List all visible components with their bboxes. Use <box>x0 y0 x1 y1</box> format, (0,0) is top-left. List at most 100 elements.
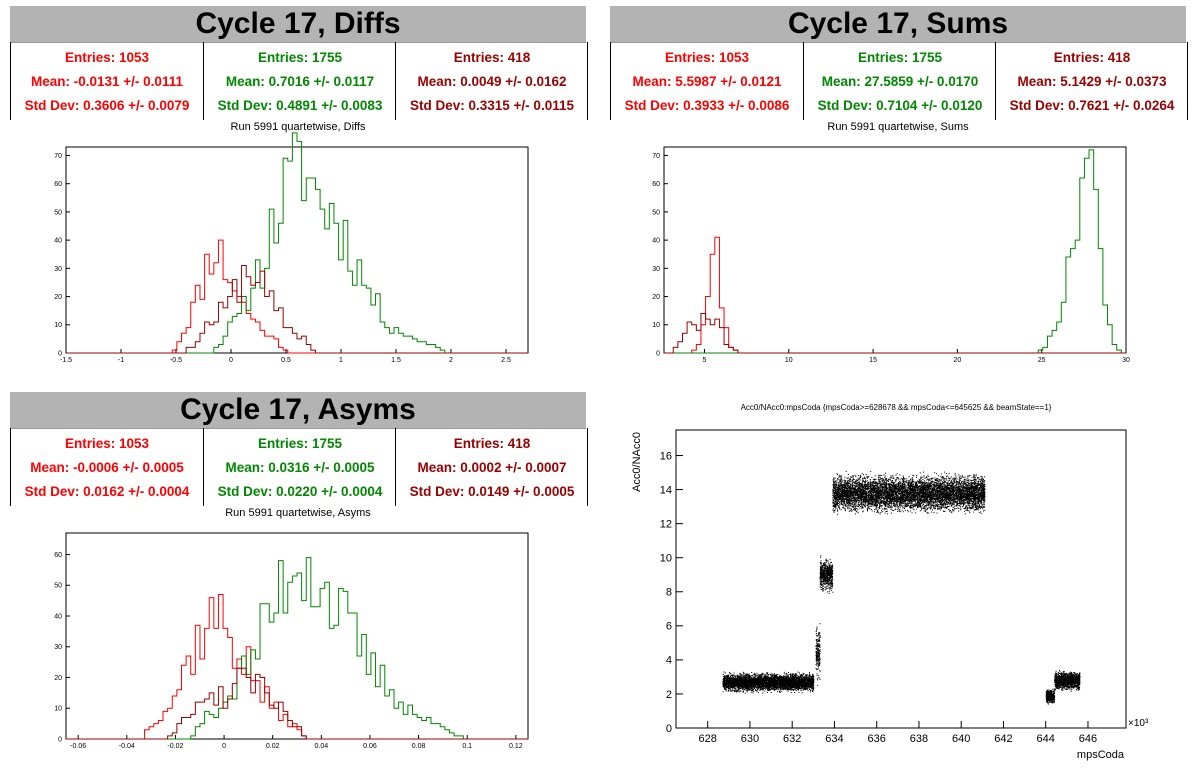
scatter-point <box>768 678 770 680</box>
scatter-point <box>816 654 818 656</box>
scatter-point <box>815 648 817 650</box>
scatter-point <box>812 676 814 678</box>
scatter-point <box>793 683 795 685</box>
scatter-point <box>732 681 734 683</box>
scatter-point <box>727 680 729 681</box>
scatter-point <box>818 634 820 636</box>
scatter-point <box>797 687 799 689</box>
scatter-point <box>799 679 801 681</box>
scatter-point <box>803 683 805 685</box>
scatter-point <box>731 681 733 682</box>
scatter-point <box>802 680 804 682</box>
scatter-point <box>740 674 742 676</box>
scatter-point <box>796 677 798 679</box>
scatter-point <box>776 684 778 686</box>
scatter-point <box>830 590 832 592</box>
scatter-point <box>810 680 812 681</box>
scatter-point <box>784 683 786 685</box>
scatter-point <box>782 685 784 687</box>
scatter-point <box>777 686 778 688</box>
scatter-point <box>746 682 748 683</box>
scatter-point <box>744 680 746 682</box>
scatter-point <box>759 677 761 679</box>
scatter-point <box>723 686 725 688</box>
scatter-point <box>817 639 819 641</box>
scatter-point <box>831 588 833 590</box>
scatter-point <box>736 684 738 686</box>
scatter-point <box>770 683 772 685</box>
scatter-point <box>768 678 770 680</box>
scatter-point <box>723 685 725 687</box>
scatter-point <box>818 643 820 645</box>
scatter-point <box>742 674 744 676</box>
scatter-point <box>796 688 798 690</box>
scatter-point <box>765 683 767 685</box>
scatter-points <box>722 470 1081 705</box>
scatter-point <box>745 673 747 675</box>
scatter-point <box>761 684 762 686</box>
scatter-point <box>724 688 726 690</box>
scatter-point <box>745 682 747 684</box>
scatter-point <box>740 686 742 688</box>
scatter-point <box>777 689 779 691</box>
scatter-point <box>764 675 766 677</box>
y-tick-label: 0 <box>656 350 660 357</box>
scatter-point <box>794 688 796 690</box>
scatter-point <box>750 684 751 686</box>
scatter-point <box>763 678 765 680</box>
scatter-point <box>800 682 802 684</box>
scatter-point <box>787 686 788 687</box>
scatter-point <box>829 584 831 586</box>
scatter-point <box>790 673 792 675</box>
scatter-point <box>729 686 731 688</box>
scatter-point <box>734 675 736 677</box>
scatter-point <box>811 678 813 680</box>
scatter-point <box>823 563 825 565</box>
scatter-point <box>805 675 807 676</box>
scatter-point <box>761 685 763 687</box>
scatter-point <box>738 683 740 685</box>
scatter-point <box>818 633 819 635</box>
scatter-point <box>790 689 792 691</box>
scatter-point <box>740 676 742 678</box>
scatter-point <box>737 684 739 686</box>
scatter-point <box>766 676 767 678</box>
scatter-point <box>812 684 814 686</box>
scatter-point <box>803 686 805 687</box>
scatter-point <box>781 684 783 686</box>
scatter-point <box>722 674 724 676</box>
scatter-point <box>750 691 752 693</box>
scatter-point <box>753 678 755 680</box>
scatter-point <box>761 673 763 675</box>
scatter-point <box>812 683 814 685</box>
scatter-point <box>750 690 752 691</box>
scatter-point <box>791 679 792 681</box>
scatter-point <box>725 679 727 681</box>
scatter-point <box>791 678 793 680</box>
scatter-point <box>788 686 790 687</box>
scatter-point <box>799 680 800 682</box>
scatter-point <box>761 687 763 689</box>
scatter-point <box>745 680 747 682</box>
scatter-point <box>724 685 726 687</box>
scatter-point <box>722 679 724 680</box>
scatter-point <box>730 677 732 679</box>
diffs-stats-green: Entries: 1755 Mean: 0.7016 +/- 0.0117 St… <box>203 42 396 120</box>
scatter-point <box>796 684 798 686</box>
scatter-point <box>752 674 754 676</box>
scatter-point <box>789 680 790 681</box>
scatter-point <box>742 681 744 683</box>
scatter-point <box>800 675 802 677</box>
scatter-point <box>801 681 803 683</box>
scatter-point <box>780 685 782 687</box>
scatter-point <box>818 632 820 633</box>
scatter-point <box>748 689 750 691</box>
scatter-point <box>748 688 750 690</box>
scatter-point <box>776 674 778 676</box>
scatter-point <box>730 683 732 685</box>
scatter-point <box>751 686 753 688</box>
scatter-point <box>767 673 768 675</box>
scatter-point <box>762 685 764 687</box>
stat-std: Std Dev: 0.0220 +/- 0.0004 <box>217 484 383 499</box>
scatter-point <box>771 689 773 691</box>
